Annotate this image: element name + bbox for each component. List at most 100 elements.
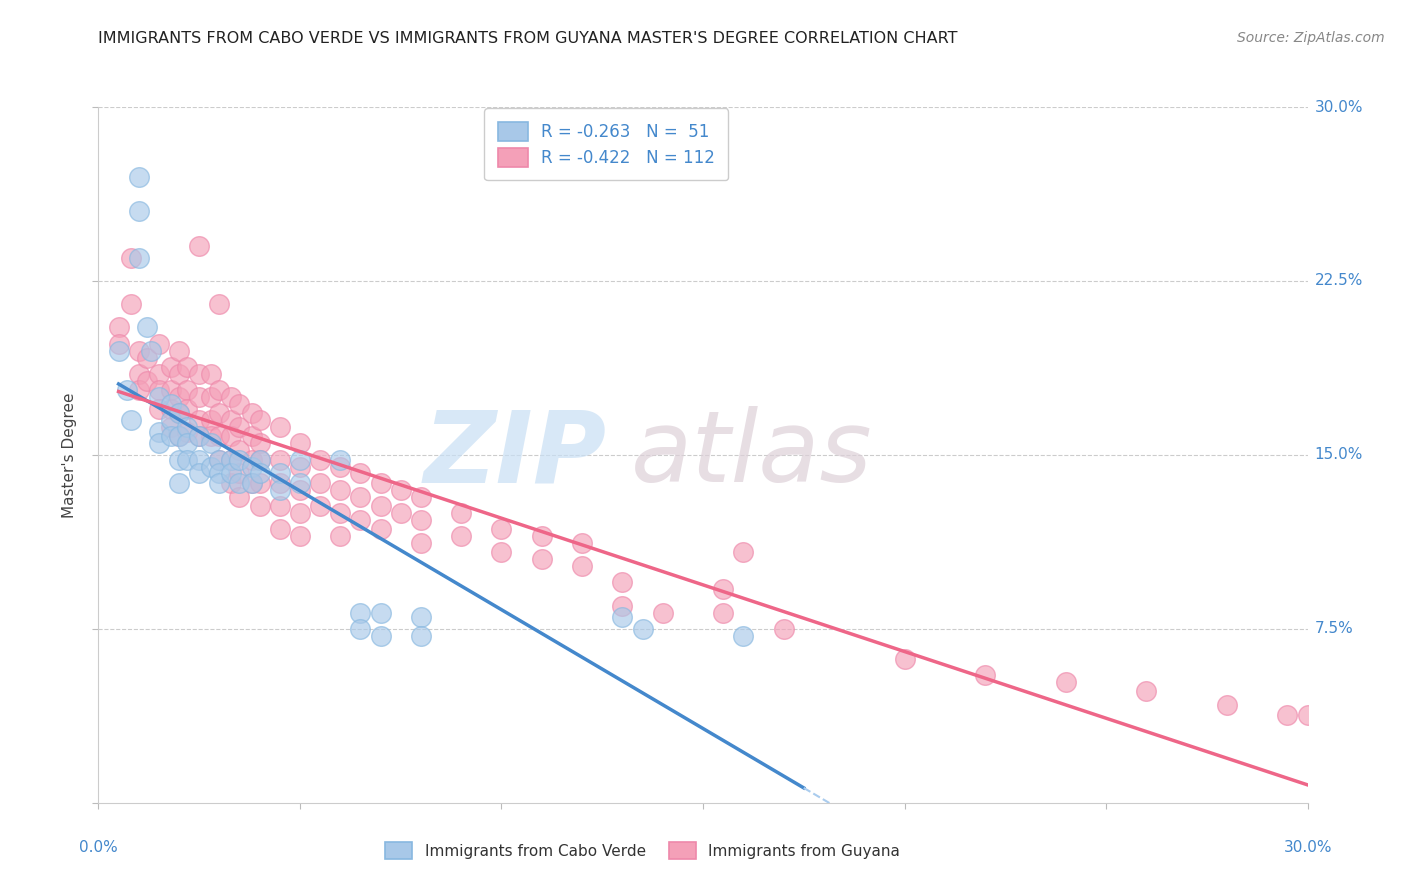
Point bbox=[1277, 707, 1299, 722]
Point bbox=[329, 506, 352, 520]
Point bbox=[167, 406, 190, 420]
Point bbox=[1135, 684, 1157, 698]
Point bbox=[269, 522, 291, 536]
Point bbox=[208, 429, 231, 443]
Point bbox=[128, 204, 150, 219]
Point bbox=[389, 506, 412, 520]
Point bbox=[370, 475, 392, 490]
Point bbox=[148, 436, 170, 450]
Point bbox=[228, 467, 250, 481]
Point bbox=[612, 599, 634, 613]
Point bbox=[571, 559, 593, 574]
Point bbox=[249, 413, 271, 427]
Point bbox=[176, 420, 198, 434]
Point bbox=[160, 359, 183, 374]
Point bbox=[240, 459, 263, 474]
Point bbox=[176, 359, 198, 374]
Point bbox=[148, 425, 170, 439]
Point bbox=[974, 668, 997, 682]
Point bbox=[221, 475, 243, 490]
Point bbox=[409, 490, 432, 504]
Point bbox=[893, 652, 915, 666]
Text: 30.0%: 30.0% bbox=[1284, 840, 1331, 855]
Point bbox=[329, 459, 352, 474]
Text: 0.0%: 0.0% bbox=[79, 840, 118, 855]
Point bbox=[128, 169, 150, 184]
Point bbox=[128, 367, 150, 381]
Point bbox=[651, 606, 673, 620]
Point bbox=[167, 406, 190, 420]
Point bbox=[249, 452, 271, 467]
Point bbox=[208, 406, 231, 420]
Point bbox=[120, 251, 142, 265]
Point bbox=[107, 343, 129, 358]
Text: Source: ZipAtlas.com: Source: ZipAtlas.com bbox=[1237, 31, 1385, 45]
Point bbox=[221, 452, 243, 467]
Point bbox=[349, 513, 371, 527]
Point bbox=[409, 629, 432, 643]
Point bbox=[188, 367, 211, 381]
Point bbox=[128, 383, 150, 397]
Point bbox=[389, 483, 412, 497]
Point bbox=[208, 297, 231, 311]
Point bbox=[409, 513, 432, 527]
Point bbox=[208, 467, 231, 481]
Point bbox=[176, 383, 198, 397]
Point bbox=[208, 475, 231, 490]
Point bbox=[249, 436, 271, 450]
Point bbox=[221, 390, 243, 404]
Point bbox=[249, 499, 271, 513]
Point bbox=[160, 383, 183, 397]
Point bbox=[135, 320, 157, 334]
Point bbox=[107, 320, 129, 334]
Point bbox=[160, 401, 183, 416]
Point bbox=[249, 475, 271, 490]
Point bbox=[288, 436, 311, 450]
Point bbox=[1216, 698, 1239, 713]
Point bbox=[176, 436, 198, 450]
Point bbox=[167, 390, 190, 404]
Point bbox=[1054, 675, 1077, 690]
Point bbox=[329, 529, 352, 543]
Point bbox=[309, 475, 332, 490]
Point bbox=[221, 429, 243, 443]
Point bbox=[288, 529, 311, 543]
Text: atlas: atlas bbox=[630, 407, 872, 503]
Point bbox=[409, 536, 432, 550]
Point bbox=[176, 425, 198, 439]
Point bbox=[370, 606, 392, 620]
Point bbox=[167, 367, 190, 381]
Point bbox=[188, 452, 211, 467]
Point bbox=[167, 429, 190, 443]
Point bbox=[188, 467, 211, 481]
Point bbox=[240, 429, 263, 443]
Point bbox=[135, 351, 157, 365]
Point bbox=[329, 483, 352, 497]
Point bbox=[249, 452, 271, 467]
Point bbox=[176, 401, 198, 416]
Point bbox=[571, 536, 593, 550]
Point bbox=[329, 452, 352, 467]
Point bbox=[711, 582, 734, 597]
Point bbox=[200, 413, 222, 427]
Point bbox=[269, 452, 291, 467]
Point bbox=[288, 459, 311, 474]
Point bbox=[491, 522, 513, 536]
Text: 7.5%: 7.5% bbox=[1315, 622, 1354, 636]
Legend: Immigrants from Cabo Verde, Immigrants from Guyana: Immigrants from Cabo Verde, Immigrants f… bbox=[373, 830, 912, 871]
Point bbox=[269, 499, 291, 513]
Point bbox=[160, 420, 183, 434]
Point bbox=[269, 483, 291, 497]
Point bbox=[188, 239, 211, 253]
Point bbox=[120, 297, 142, 311]
Point bbox=[228, 490, 250, 504]
Y-axis label: Master's Degree: Master's Degree bbox=[62, 392, 77, 517]
Point bbox=[200, 429, 222, 443]
Point bbox=[148, 367, 170, 381]
Point bbox=[288, 452, 311, 467]
Point bbox=[221, 452, 243, 467]
Point bbox=[120, 413, 142, 427]
Point bbox=[188, 413, 211, 427]
Point bbox=[269, 475, 291, 490]
Point bbox=[228, 420, 250, 434]
